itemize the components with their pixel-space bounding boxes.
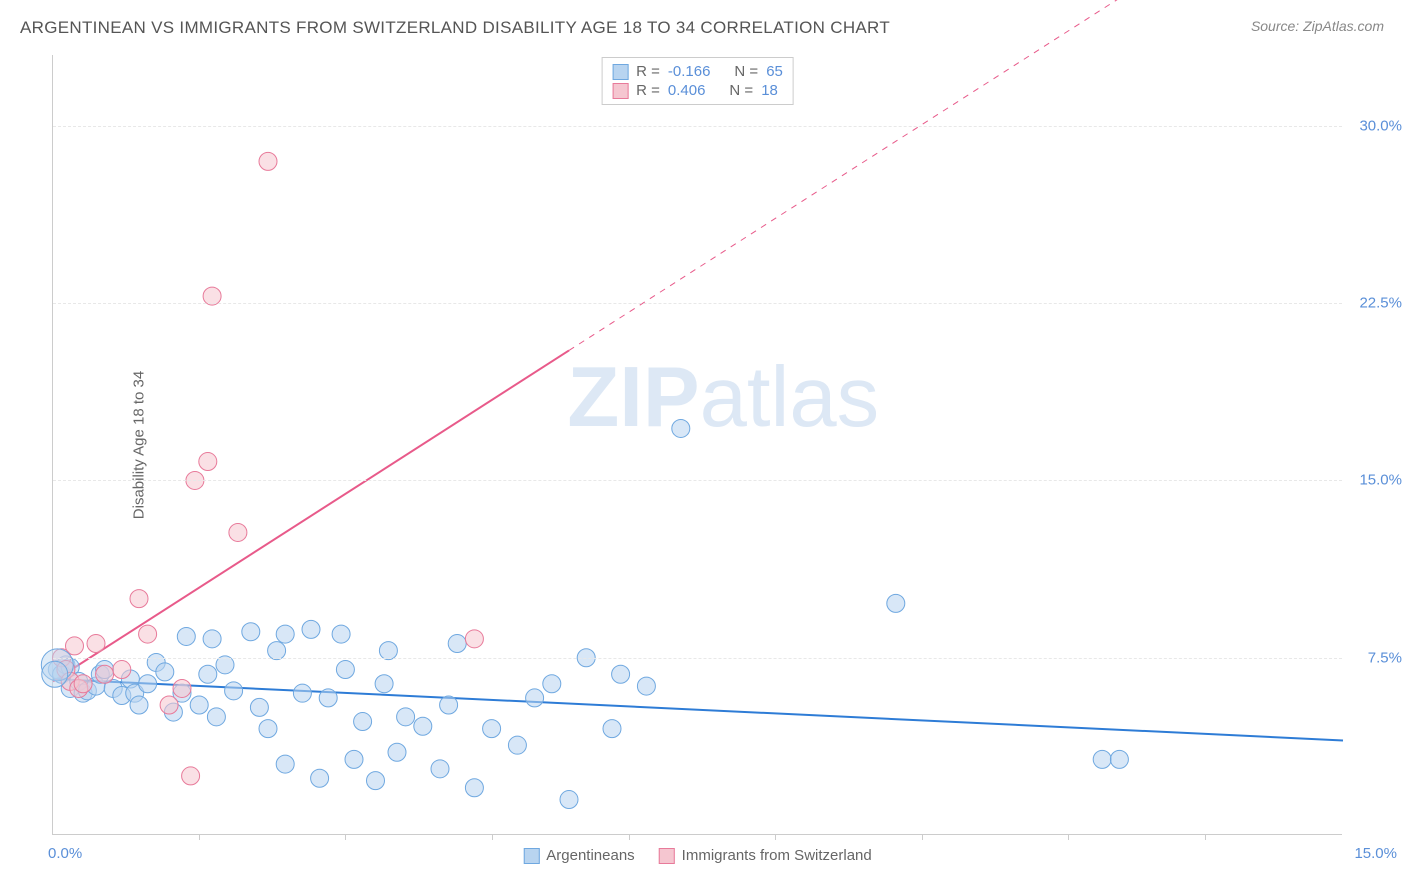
x-tick: [1205, 834, 1206, 840]
r-value-0: -0.166: [668, 63, 711, 80]
x-tick: [492, 834, 493, 840]
correlation-row-0: R = -0.166 N = 65: [612, 62, 783, 81]
x-tick: [775, 834, 776, 840]
n-label: N =: [734, 63, 758, 80]
source-attribution: Source: ZipAtlas.com: [1251, 18, 1384, 34]
gridline: [53, 480, 1342, 481]
n-value-0: 65: [766, 63, 783, 80]
x-axis-max-label: 15.0%: [1354, 845, 1397, 862]
r-label: R =: [636, 63, 660, 80]
x-tick: [345, 834, 346, 840]
n-value-1: 18: [761, 82, 778, 99]
y-tick-label: 22.5%: [1347, 295, 1402, 312]
x-tick: [629, 834, 630, 840]
n-label: N =: [729, 82, 753, 99]
x-axis-min-label: 0.0%: [48, 845, 82, 862]
swatch-argentineans: [612, 64, 628, 80]
correlation-legend: R = -0.166 N = 65 R = 0.406 N = 18: [601, 57, 794, 105]
legend-label-0: Argentineans: [546, 847, 634, 864]
plot-area: Disability Age 18 to 34 ZIPatlas R = -0.…: [52, 55, 1342, 835]
chart-title: ARGENTINEAN VS IMMIGRANTS FROM SWITZERLA…: [20, 18, 890, 38]
y-tick-label: 30.0%: [1347, 117, 1402, 134]
gridline: [53, 126, 1342, 127]
correlation-row-1: R = 0.406 N = 18: [612, 81, 783, 100]
x-tick: [922, 834, 923, 840]
swatch-swiss-bottom: [659, 848, 675, 864]
x-tick: [1068, 834, 1069, 840]
swatch-argentineans-bottom: [523, 848, 539, 864]
r-label: R =: [636, 82, 660, 99]
legend-item-swiss: Immigrants from Switzerland: [659, 847, 872, 864]
y-tick-label: 7.5%: [1347, 649, 1402, 666]
gridline: [53, 658, 1342, 659]
chart-svg: [53, 55, 1342, 834]
y-tick-label: 15.0%: [1347, 472, 1402, 489]
x-tick: [199, 834, 200, 840]
series-legend: Argentineans Immigrants from Switzerland: [523, 847, 871, 864]
legend-item-argentineans: Argentineans: [523, 847, 634, 864]
legend-label-1: Immigrants from Switzerland: [682, 847, 872, 864]
r-value-1: 0.406: [668, 82, 706, 99]
swatch-swiss: [612, 83, 628, 99]
gridline: [53, 303, 1342, 304]
